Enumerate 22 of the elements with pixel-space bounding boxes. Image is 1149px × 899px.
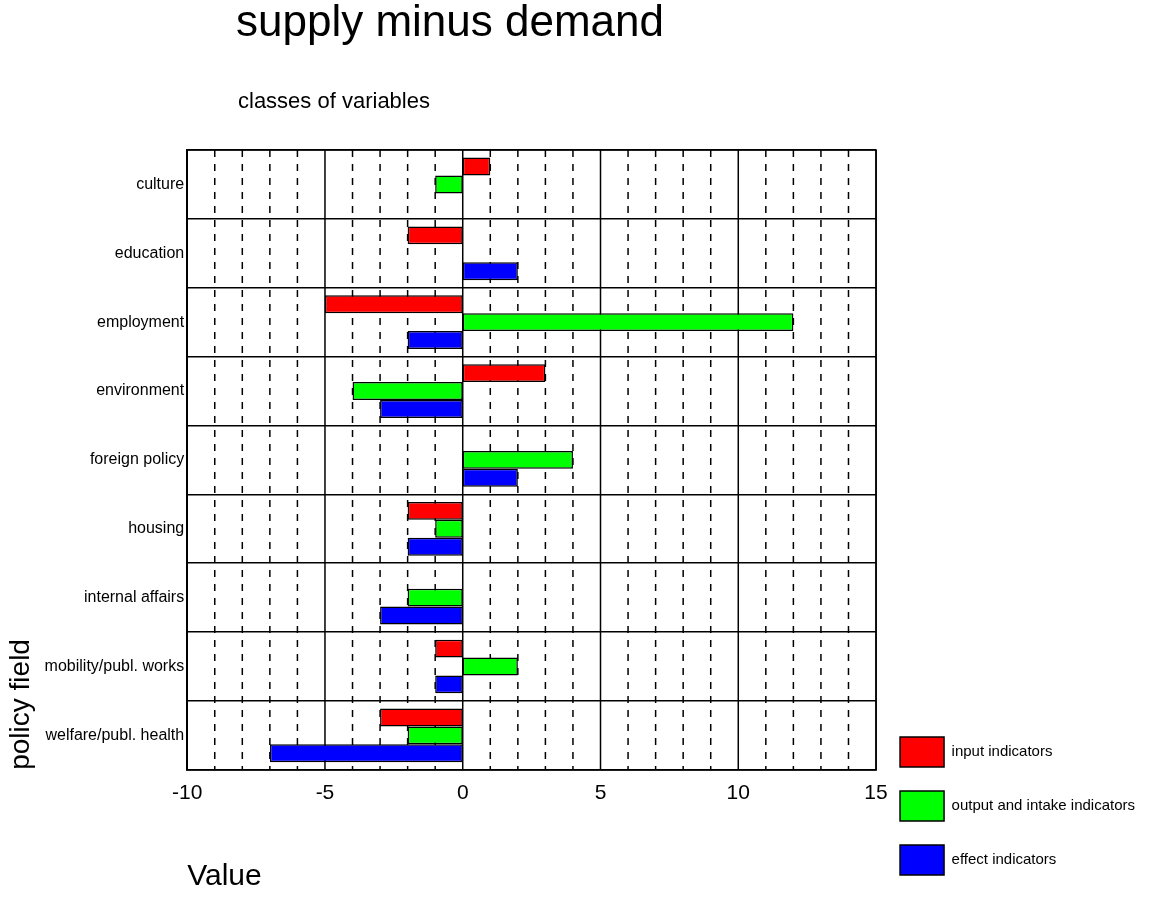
y-tick-label: education: [114, 243, 185, 261]
y-tick-label: employment: [97, 312, 185, 330]
x-tick-label: -5: [315, 780, 335, 804]
y-axis-title: policy field: [3, 639, 35, 770]
legend-label: output and intake indicators: [951, 796, 1136, 814]
x-tick-label: -10: [172, 780, 203, 804]
chart-subtitle: classes of variables: [238, 88, 430, 114]
y-tick-label: welfare/publ. health: [44, 725, 185, 743]
y-tick-label: mobility/publ. works: [44, 656, 185, 674]
x-tick-label: 15: [864, 780, 888, 804]
legend-label: effect indicators: [951, 850, 1057, 868]
x-tick-label: 10: [726, 780, 750, 804]
x-axis-title: Value: [187, 858, 262, 892]
legend-label: input indicators: [951, 742, 1053, 760]
y-tick-label: environment: [96, 381, 185, 399]
y-tick-label: culture: [136, 174, 185, 192]
x-tick-label: 5: [594, 780, 607, 804]
chart-title: supply minus demand: [236, 0, 665, 46]
y-tick-label: foreign policy: [89, 450, 185, 468]
x-tick-label: 0: [456, 780, 469, 804]
y-tick-label: housing: [128, 519, 185, 537]
y-tick-label: internal affairs: [84, 588, 185, 606]
